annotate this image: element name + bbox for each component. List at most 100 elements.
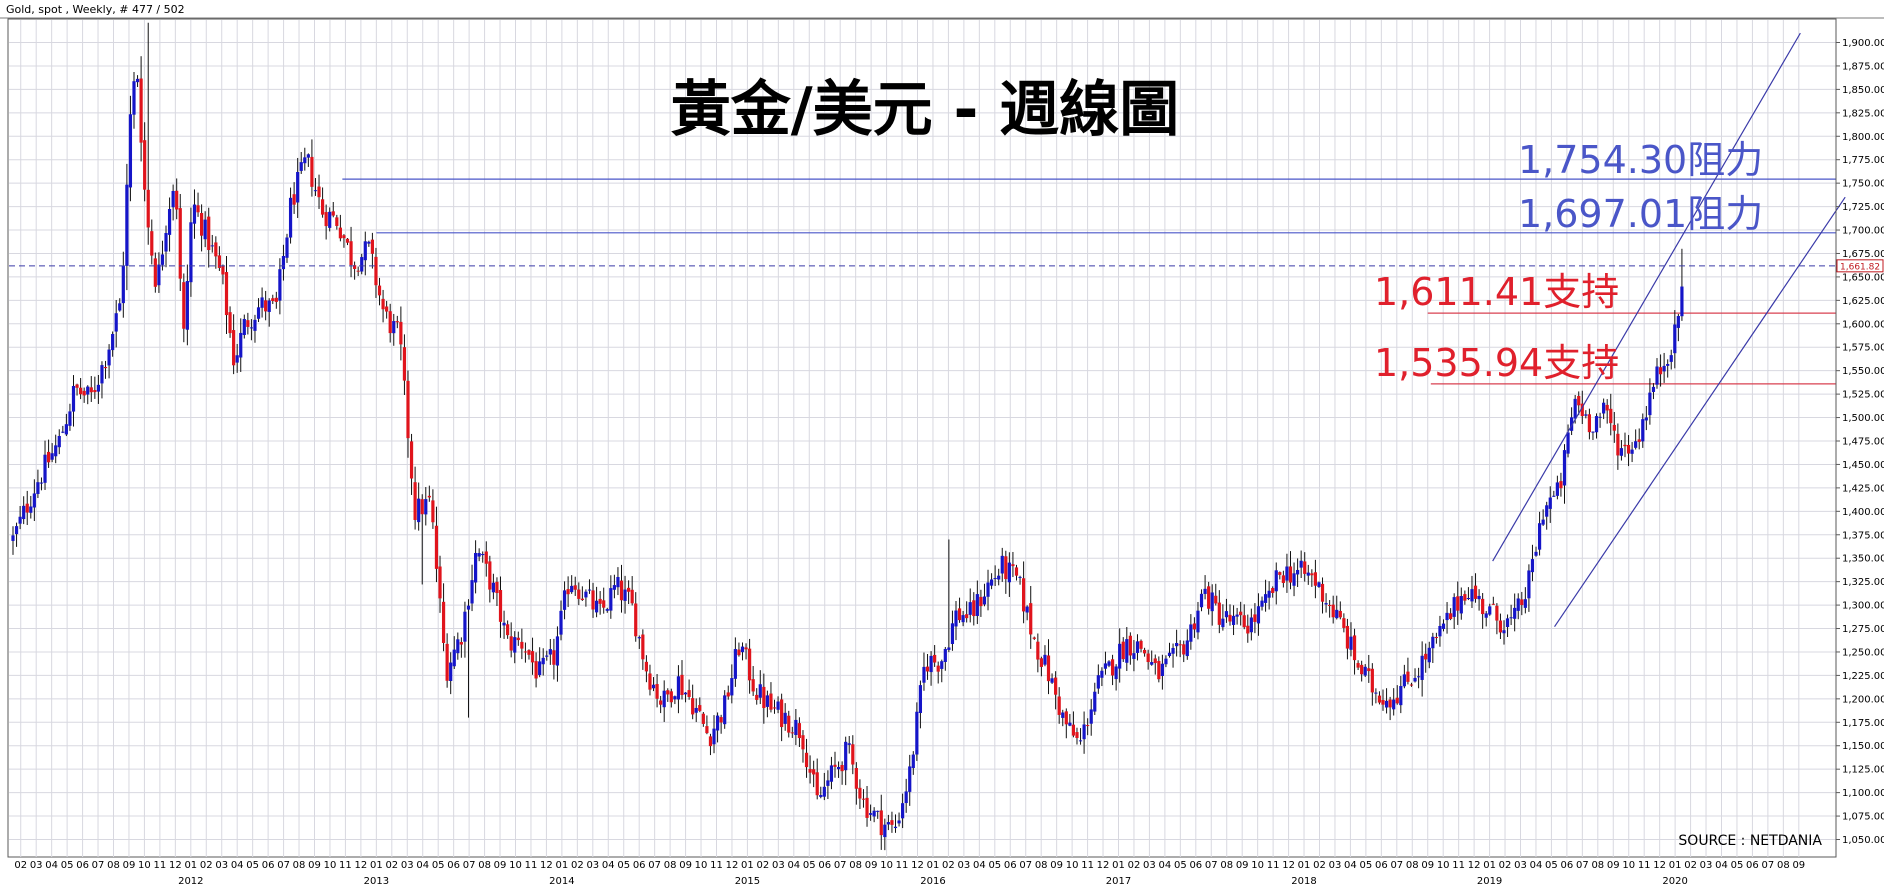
candle-body [541,657,545,665]
candle-body [982,596,987,605]
candle-body [11,535,15,541]
x-tick-label: 05 [1360,860,1373,871]
candle-body [1495,605,1499,621]
candle-body [847,743,851,745]
x-tick-label: 03 [1514,860,1527,871]
candle-body [1192,623,1197,630]
candle-body [1559,481,1563,489]
candle-body [993,578,997,580]
candle-body [331,211,335,216]
x-tick-label: 12 [540,860,553,871]
candle-body [1260,600,1264,607]
candle-body [751,679,755,692]
candle-body [730,678,734,696]
candle-body [14,526,19,535]
x-tick-label: 06 [76,860,89,871]
candle-body [232,330,236,366]
candle-body [456,639,460,654]
y-tick-label: 1,325.00 [1842,577,1884,588]
x-tick-label: 03 [1700,860,1713,871]
candle-body [1210,592,1214,612]
candle-body [285,237,289,258]
candle-body [1545,505,1549,517]
y-tick-label: 1,200.00 [1842,694,1884,705]
candle-body [1296,569,1300,575]
candle-body [360,257,364,272]
x-tick-label: 07 [1762,860,1775,871]
candle-body [135,78,140,83]
x-tick-label: 10 [138,860,151,871]
chart-header-text: Gold, spot , Weekly, # 477 / 502 [6,3,185,16]
candle-body [296,172,300,203]
candle-body [947,647,951,650]
candle-body [1577,395,1581,406]
candle-body [299,162,303,171]
candle-body [1566,432,1570,454]
x-tick-label: 04 [416,860,429,871]
candle-body [1057,696,1061,715]
candle-body [744,647,748,650]
candle-body [470,580,474,604]
x-tick-label: 07 [834,860,847,871]
x-tick-label: 03 [1329,860,1342,871]
candle-body [1427,647,1431,663]
candle-body [598,598,602,604]
candle-body [481,553,485,556]
support-label: 1,535.94支持 [1374,341,1619,385]
x-tick-label: 03 [586,860,599,871]
candle-body [787,715,791,733]
x-tick-label: 09 [123,860,136,871]
y-tick-label: 1,650.00 [1842,272,1884,283]
candle-body [171,190,175,208]
candle-body [324,212,328,227]
candle-body [32,493,36,508]
x-tick-label: 09 [1236,860,1249,871]
candle-body [253,319,257,331]
candle-body [1637,439,1641,442]
candle-body [1271,588,1275,593]
x-tick-label: 12 [726,860,739,871]
candle-body [466,605,471,610]
x-tick-label: 05 [246,860,259,871]
candle-body [1441,623,1446,629]
candle-body [1139,640,1143,649]
x-tick-label: 10 [324,860,337,871]
x-tick-label: 09 [1050,860,1063,871]
candle-body [573,585,577,590]
candle-body [1303,561,1307,574]
x-tick-label: 03 [215,860,228,871]
candle-body [1014,567,1019,576]
candle-body [1331,604,1335,618]
candle-body [1128,635,1132,656]
x-tick-label: 01 [1298,860,1311,871]
candle-body [762,686,766,708]
candle-body [409,441,414,479]
x-tick-label: 03 [30,860,43,871]
x-tick-label: 09 [679,860,692,871]
chart-title: 黃金/美元 - 週線圖 [671,75,1180,145]
y-tick-label: 1,875.00 [1842,61,1884,72]
candle-body [342,235,346,239]
candle-body [1626,444,1631,454]
candle-body [562,590,567,610]
candle-body [609,588,613,611]
x-tick-label: 09 [1421,860,1434,871]
candle-body [1335,609,1339,619]
candle-body [1352,635,1357,661]
x-tick-label: 12 [1282,860,1295,871]
candle-body [441,601,446,643]
candle-body [1552,495,1556,497]
candle-body [911,754,915,769]
candle-body [627,587,631,592]
x-tick-label: 05 [1545,860,1558,871]
x-tick-label: 09 [308,860,321,871]
candle-body [1416,676,1421,678]
x-tick-label: 06 [1375,860,1388,871]
candle-body [552,650,556,665]
candle-body [1598,416,1602,418]
candle-body [1132,653,1136,659]
candle-body [175,190,179,210]
candle-body [82,390,86,396]
candle-body [306,154,310,158]
x-tick-label: 09 [865,860,878,871]
